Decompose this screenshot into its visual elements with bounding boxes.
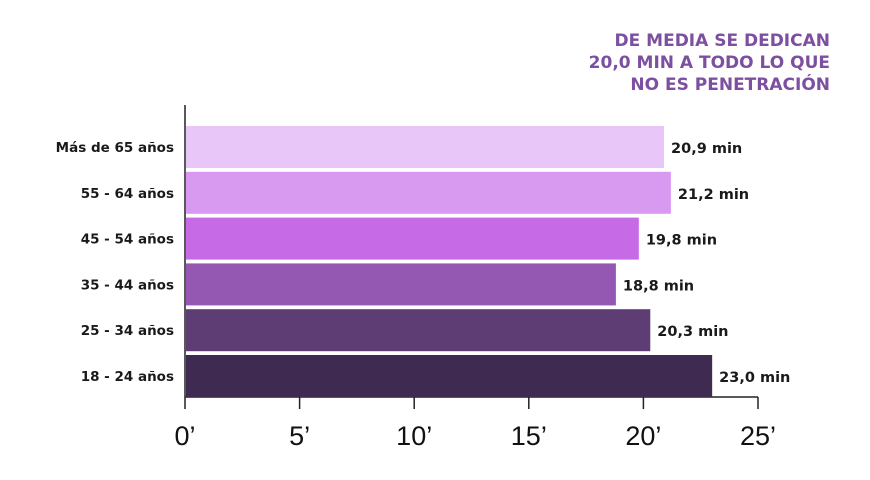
- category-label-1: 55 - 64 años: [81, 186, 174, 202]
- value-label-2: 19,8 min: [646, 233, 717, 249]
- bar-4: [186, 309, 651, 352]
- category-label-4: 25 - 34 años: [81, 323, 174, 339]
- x-tick-label-0: 0’: [174, 421, 195, 451]
- x-ticks-group: 0’ 5’ 10’ 15’ 20’ 25’: [174, 397, 776, 451]
- category-label-5: 18 - 24 años: [81, 369, 174, 385]
- bar-0: [186, 126, 665, 168]
- category-label-2: 45 - 54 años: [81, 232, 174, 248]
- value-label-0: 20,9 min: [671, 141, 742, 157]
- chart-title-line-2: 20,0 MIN A TODO LO QUE: [588, 53, 830, 73]
- bar-2: [186, 217, 639, 260]
- x-tick-label-2: 10’: [396, 421, 432, 451]
- bar-3: [186, 263, 616, 306]
- x-tick-label-1: 5’: [289, 421, 310, 451]
- category-label-0: Más de 65 años: [56, 140, 174, 156]
- x-tick-label-3: 15’: [511, 421, 547, 451]
- chart-title-line-1: DE MEDIA SE DEDICAN: [614, 31, 830, 51]
- value-label-4: 20,3 min: [657, 324, 728, 340]
- value-label-5: 23,0 min: [719, 370, 790, 386]
- chart-title: DE MEDIA SE DEDICAN 20,0 MIN A TODO LO Q…: [410, 30, 830, 96]
- bar-5: [186, 355, 713, 397]
- x-tick-label-5: 25’: [740, 421, 776, 451]
- bars-group: Más de 65 años 20,9 min 55 - 64 años 21,2 m…: [56, 126, 790, 397]
- value-label-1: 21,2 min: [678, 187, 749, 203]
- category-label-3: 35 - 44 años: [81, 277, 174, 293]
- x-tick-label-4: 20’: [625, 421, 661, 451]
- value-label-3: 18,8 min: [623, 278, 694, 294]
- chart-title-line-3: NO ES PENETRACIÓN: [630, 75, 830, 95]
- bar-1: [186, 171, 671, 214]
